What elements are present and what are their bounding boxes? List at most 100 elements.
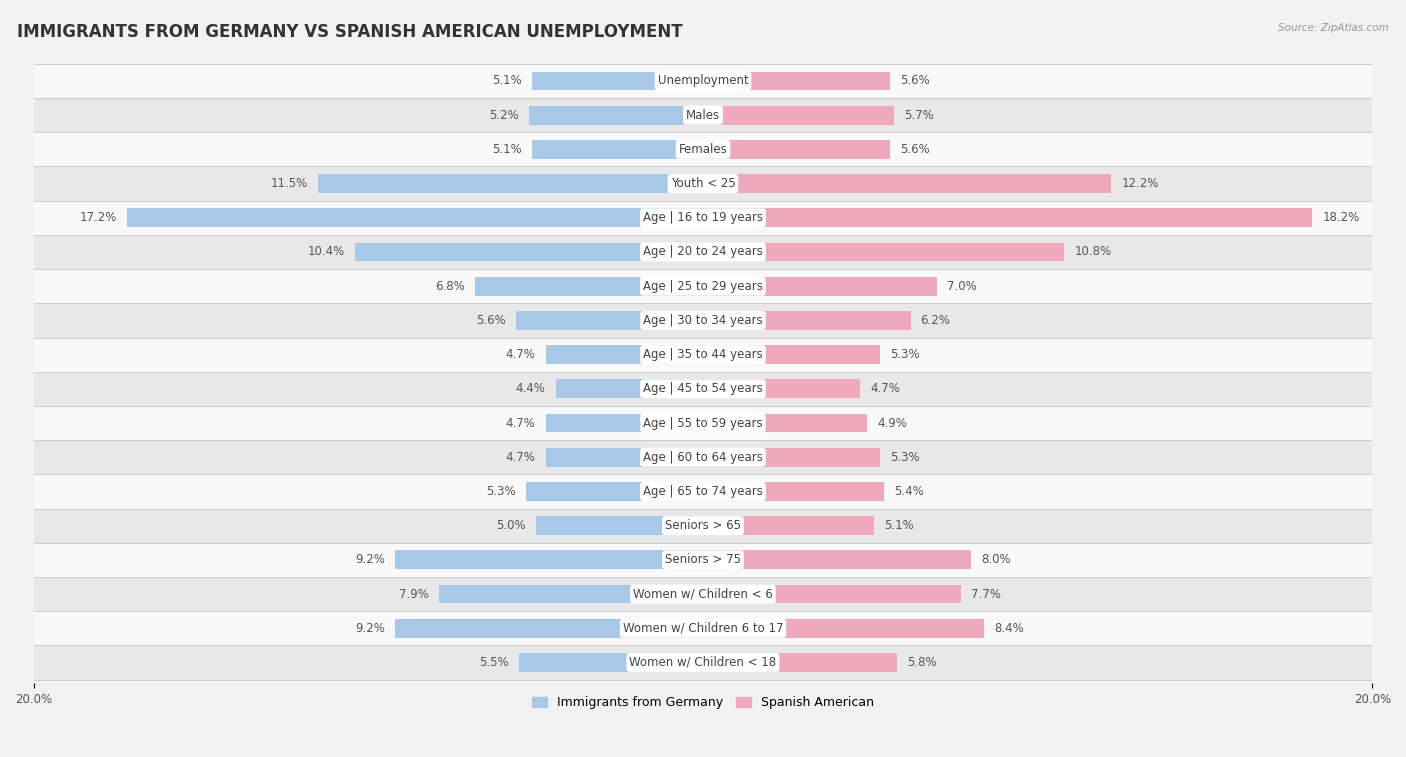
- Text: Seniors > 75: Seniors > 75: [665, 553, 741, 566]
- Text: Age | 45 to 54 years: Age | 45 to 54 years: [643, 382, 763, 395]
- Text: 18.2%: 18.2%: [1322, 211, 1360, 224]
- Bar: [34, 440, 1372, 475]
- Bar: [34, 304, 1372, 338]
- Bar: [34, 167, 1372, 201]
- Legend: Immigrants from Germany, Spanish American: Immigrants from Germany, Spanish America…: [527, 691, 879, 714]
- Bar: [546, 448, 703, 466]
- Bar: [533, 72, 703, 90]
- Bar: [34, 406, 1372, 440]
- Bar: [703, 242, 1064, 261]
- Bar: [703, 140, 890, 159]
- Text: Source: ZipAtlas.com: Source: ZipAtlas.com: [1278, 23, 1389, 33]
- Text: Age | 60 to 64 years: Age | 60 to 64 years: [643, 450, 763, 464]
- Text: 8.0%: 8.0%: [981, 553, 1011, 566]
- Text: Age | 20 to 24 years: Age | 20 to 24 years: [643, 245, 763, 258]
- Text: Age | 25 to 29 years: Age | 25 to 29 years: [643, 279, 763, 293]
- Bar: [519, 653, 703, 672]
- Bar: [34, 509, 1372, 543]
- Bar: [34, 338, 1372, 372]
- Text: Youth < 25: Youth < 25: [671, 177, 735, 190]
- Bar: [703, 311, 911, 330]
- Bar: [703, 413, 868, 432]
- Bar: [34, 611, 1372, 646]
- Bar: [439, 584, 703, 603]
- Bar: [703, 448, 880, 466]
- Bar: [354, 242, 703, 261]
- Text: 12.2%: 12.2%: [1122, 177, 1159, 190]
- Text: 4.4%: 4.4%: [516, 382, 546, 395]
- Bar: [395, 619, 703, 637]
- Text: 9.2%: 9.2%: [356, 621, 385, 635]
- Bar: [703, 653, 897, 672]
- Text: 5.3%: 5.3%: [890, 450, 920, 464]
- Bar: [703, 379, 860, 398]
- Text: 5.4%: 5.4%: [894, 485, 924, 498]
- Text: 5.1%: 5.1%: [884, 519, 914, 532]
- Text: 5.0%: 5.0%: [496, 519, 526, 532]
- Text: Women w/ Children 6 to 17: Women w/ Children 6 to 17: [623, 621, 783, 635]
- Text: 10.4%: 10.4%: [308, 245, 344, 258]
- Bar: [34, 64, 1372, 98]
- Bar: [703, 584, 960, 603]
- Text: Males: Males: [686, 109, 720, 122]
- Bar: [703, 208, 1312, 227]
- Text: 5.5%: 5.5%: [479, 656, 509, 669]
- Text: 5.6%: 5.6%: [900, 143, 931, 156]
- Bar: [533, 140, 703, 159]
- Text: 9.2%: 9.2%: [356, 553, 385, 566]
- Text: 4.7%: 4.7%: [506, 450, 536, 464]
- Bar: [536, 516, 703, 535]
- Text: 5.1%: 5.1%: [492, 74, 522, 88]
- Bar: [526, 482, 703, 501]
- Bar: [703, 516, 873, 535]
- Text: Seniors > 65: Seniors > 65: [665, 519, 741, 532]
- Bar: [34, 98, 1372, 132]
- Text: 4.9%: 4.9%: [877, 416, 907, 429]
- Bar: [34, 475, 1372, 509]
- Bar: [703, 72, 890, 90]
- Text: 17.2%: 17.2%: [80, 211, 117, 224]
- Text: Age | 16 to 19 years: Age | 16 to 19 years: [643, 211, 763, 224]
- Bar: [546, 345, 703, 364]
- Bar: [34, 372, 1372, 406]
- Text: Unemployment: Unemployment: [658, 74, 748, 88]
- Bar: [529, 106, 703, 125]
- Bar: [34, 543, 1372, 577]
- Text: 5.2%: 5.2%: [489, 109, 519, 122]
- Bar: [475, 277, 703, 295]
- Bar: [703, 174, 1111, 193]
- Bar: [128, 208, 703, 227]
- Bar: [34, 577, 1372, 611]
- Text: 5.3%: 5.3%: [486, 485, 516, 498]
- Text: 5.3%: 5.3%: [890, 348, 920, 361]
- Text: 7.7%: 7.7%: [970, 587, 1001, 600]
- Bar: [703, 550, 970, 569]
- Text: 10.8%: 10.8%: [1074, 245, 1112, 258]
- Bar: [703, 482, 884, 501]
- Text: Females: Females: [679, 143, 727, 156]
- Text: Age | 35 to 44 years: Age | 35 to 44 years: [643, 348, 763, 361]
- Text: Age | 55 to 59 years: Age | 55 to 59 years: [643, 416, 763, 429]
- Text: Women w/ Children < 6: Women w/ Children < 6: [633, 587, 773, 600]
- Text: Women w/ Children < 18: Women w/ Children < 18: [630, 656, 776, 669]
- Text: 4.7%: 4.7%: [870, 382, 900, 395]
- Text: 8.4%: 8.4%: [994, 621, 1024, 635]
- Text: 11.5%: 11.5%: [271, 177, 308, 190]
- Bar: [546, 413, 703, 432]
- Bar: [703, 106, 894, 125]
- Text: 4.7%: 4.7%: [506, 348, 536, 361]
- Bar: [34, 132, 1372, 167]
- Text: Age | 65 to 74 years: Age | 65 to 74 years: [643, 485, 763, 498]
- Bar: [318, 174, 703, 193]
- Bar: [395, 550, 703, 569]
- Bar: [703, 345, 880, 364]
- Bar: [34, 646, 1372, 680]
- Text: 5.8%: 5.8%: [907, 656, 936, 669]
- Text: IMMIGRANTS FROM GERMANY VS SPANISH AMERICAN UNEMPLOYMENT: IMMIGRANTS FROM GERMANY VS SPANISH AMERI…: [17, 23, 682, 41]
- Text: 5.6%: 5.6%: [900, 74, 931, 88]
- Text: 5.6%: 5.6%: [475, 314, 506, 327]
- Text: 6.2%: 6.2%: [921, 314, 950, 327]
- Text: 5.1%: 5.1%: [492, 143, 522, 156]
- Bar: [703, 619, 984, 637]
- Bar: [34, 269, 1372, 304]
